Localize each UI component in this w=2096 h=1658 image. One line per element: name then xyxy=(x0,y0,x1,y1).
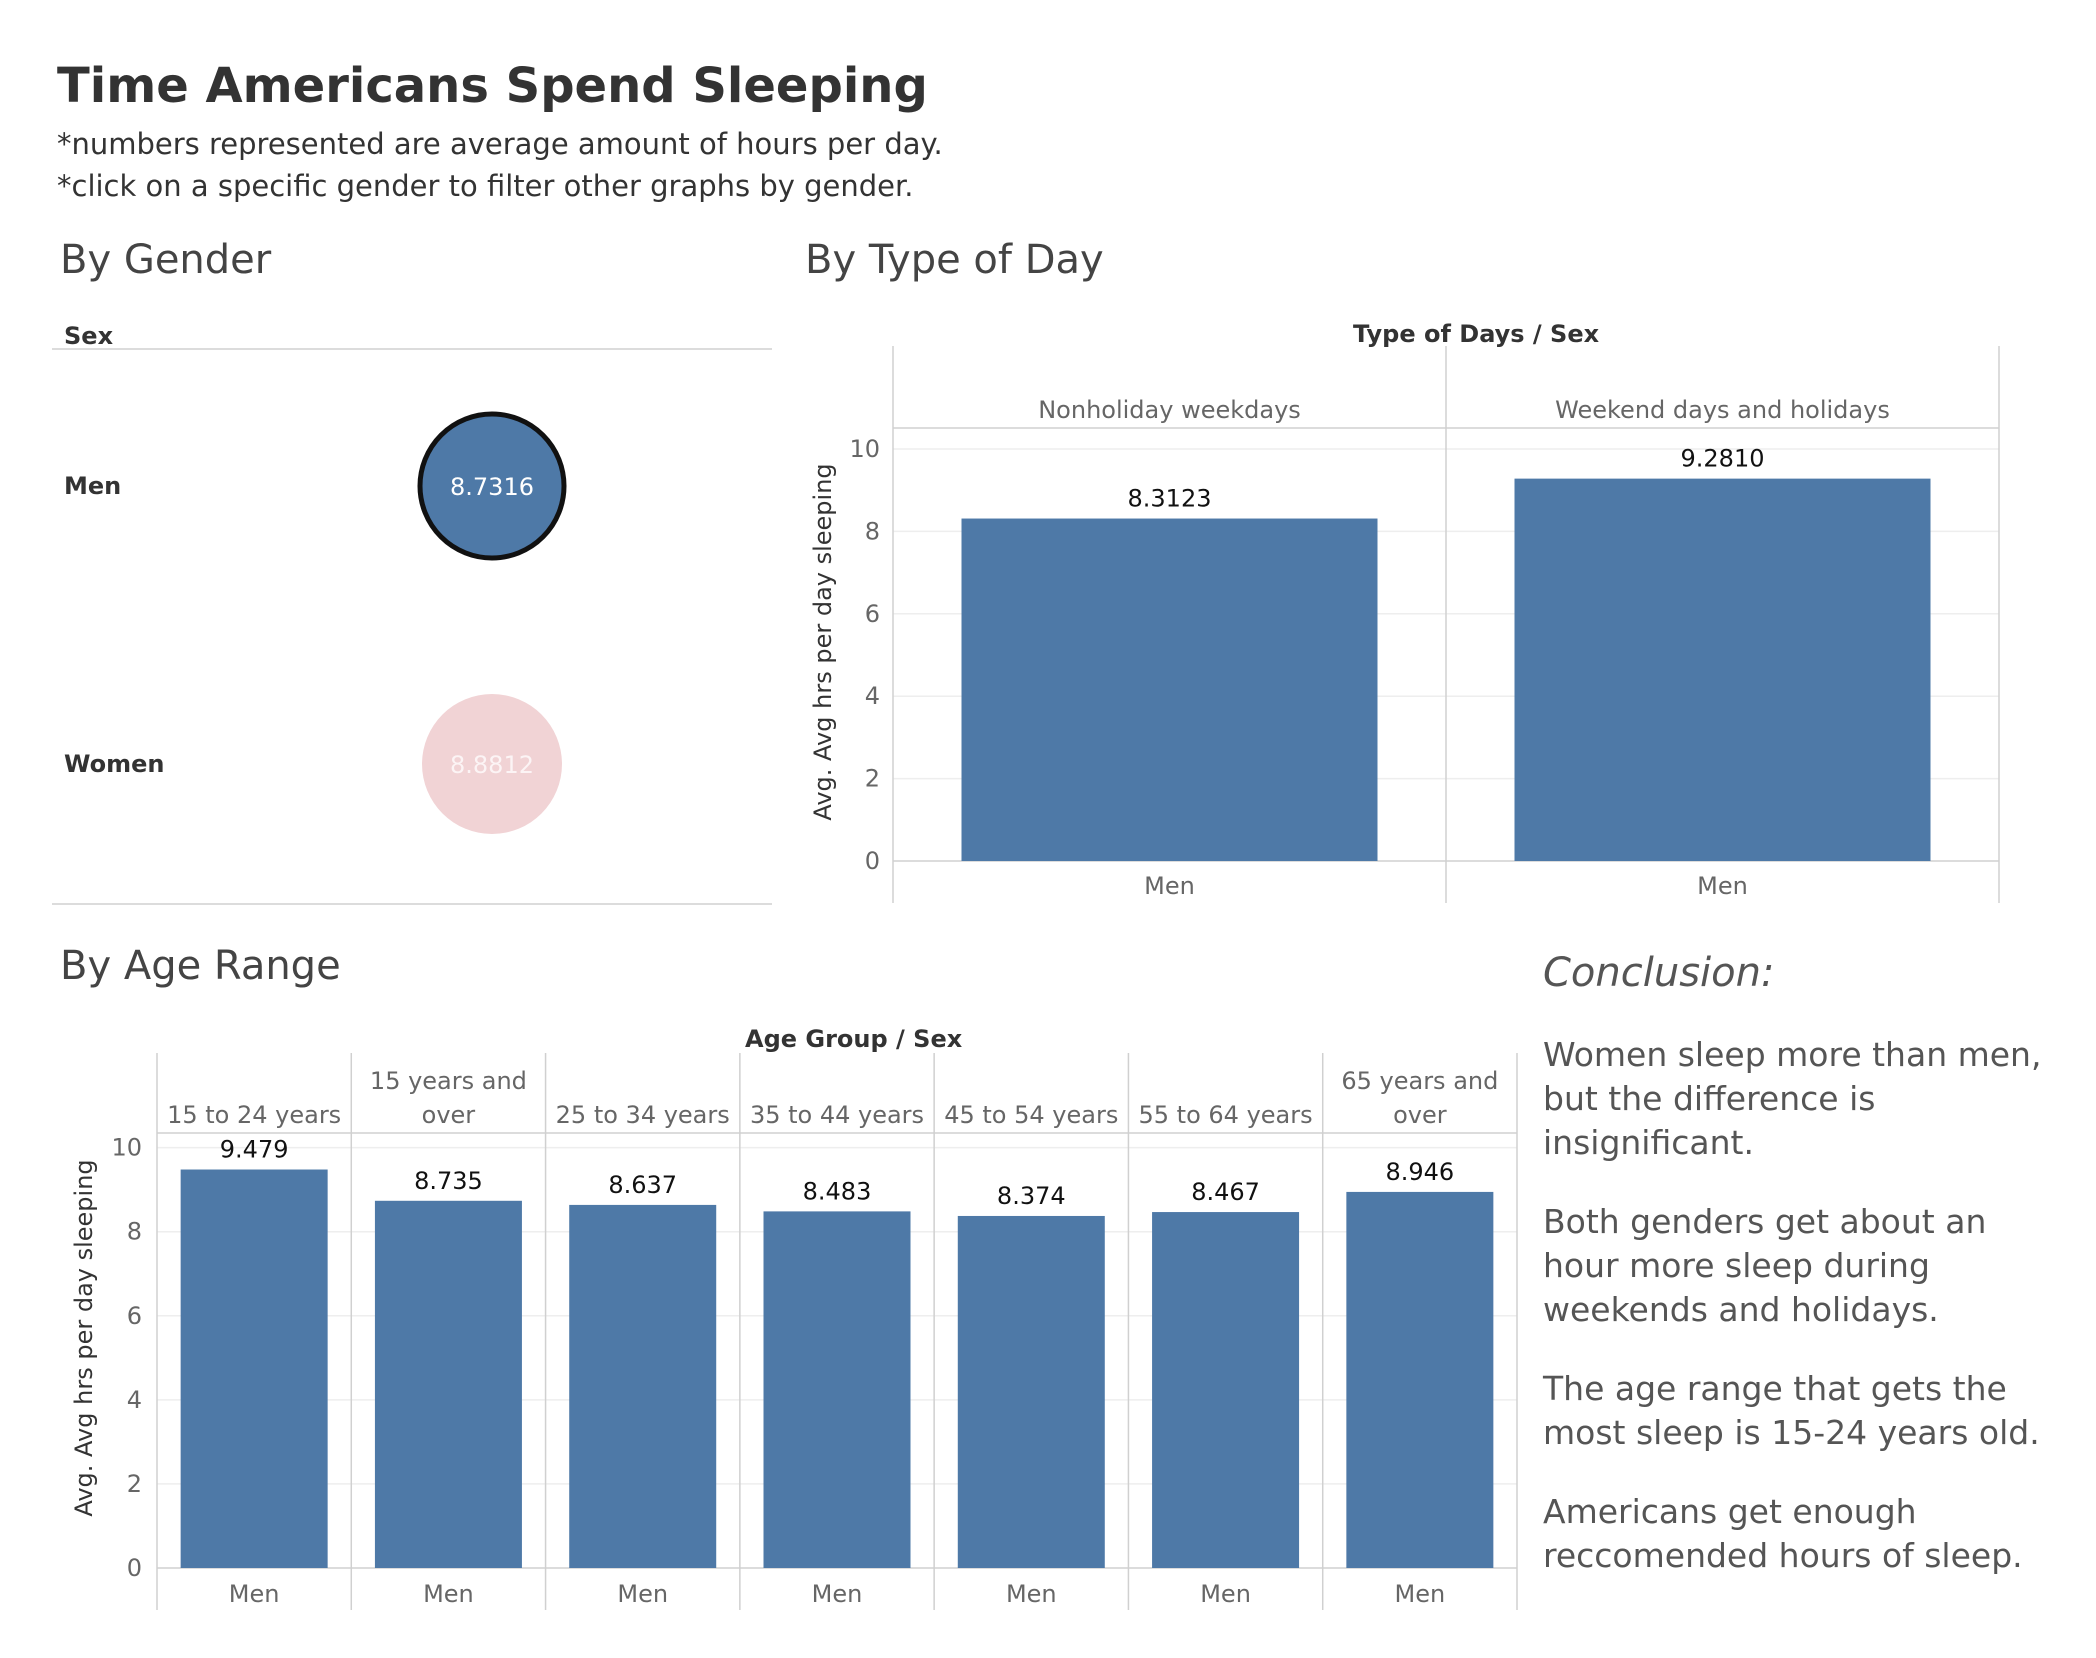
day-bar xyxy=(961,518,1378,861)
day-y-tick-label: 0 xyxy=(865,847,880,875)
age-bar xyxy=(569,1204,717,1568)
day-y-axis-label: Avg. Avg hrs per day sleeping xyxy=(809,463,837,820)
age-panel-label: 15 to 24 years xyxy=(167,1101,341,1129)
age-section-title: By Age Range xyxy=(60,943,341,989)
day-bar-value-label: 9.2810 xyxy=(1681,445,1765,473)
age-x-category-label: Men xyxy=(617,1580,668,1608)
age-panel-label: over xyxy=(1393,1101,1447,1129)
age-bar xyxy=(1152,1212,1300,1568)
conclusion-paragraph-2: Both genders get about an hour more slee… xyxy=(1543,1202,1987,1329)
age-x-category-label: Men xyxy=(423,1580,474,1608)
day-x-category-label: Men xyxy=(1697,872,1748,900)
page-title: Time Americans Spend Sleeping xyxy=(57,58,928,114)
age-bar xyxy=(180,1169,328,1568)
day-y-tick-label: 10 xyxy=(849,435,880,463)
gender-circle-men[interactable] xyxy=(417,411,567,561)
age-x-category-label: Men xyxy=(1006,1580,1057,1608)
age-bar-value-label: 8.946 xyxy=(1385,1158,1454,1186)
day-y-tick-label: 2 xyxy=(865,765,880,793)
age-bar xyxy=(1346,1191,1494,1568)
age-x-category-label: Men xyxy=(1395,1580,1446,1608)
conclusion-paragraph-4: Americans get enough reccomended hours o… xyxy=(1543,1492,2023,1575)
age-bar-value-label: 8.483 xyxy=(803,1177,872,1205)
gender-header: Sex xyxy=(64,322,114,350)
age-chart: 0 2 4 6 8 10 Avg. Avg hrs per day sleeping 15 t… xyxy=(70,1053,1518,1610)
age-panel-label: 65 years and xyxy=(1341,1067,1498,1095)
age-bar-value-label: 8.467 xyxy=(1191,1178,1260,1206)
age-y-tick-label: 2 xyxy=(127,1470,142,1498)
day-panel-label: Nonholiday weekdays xyxy=(1038,396,1301,424)
day-y-tick-label: 6 xyxy=(865,600,880,628)
age-bar-value-label: 9.479 xyxy=(220,1136,289,1164)
conclusion-paragraph-3: The age range that gets the most sleep i… xyxy=(1543,1369,2040,1452)
age-x-category-label: Men xyxy=(812,1580,863,1608)
day-y-tick-label: 4 xyxy=(865,682,880,710)
gender-chart: Men 8.7316 Women 8.8812 xyxy=(52,348,772,905)
age-panel-label: 35 to 44 years xyxy=(750,1101,924,1129)
gender-section-title: By Gender xyxy=(60,237,272,283)
subtitle-line-1: *numbers represented are average amount … xyxy=(57,127,943,161)
age-y-tick-label: 6 xyxy=(127,1302,142,1330)
day-x-category-label: Men xyxy=(1144,872,1195,900)
age-bar-value-label: 8.637 xyxy=(608,1171,677,1199)
age-x-category-label: Men xyxy=(229,1580,280,1608)
subtitle-line-2: *click on a specific gender to filter ot… xyxy=(57,169,914,203)
gender-row-label-women: Women xyxy=(64,750,164,778)
age-header: Age Group / Sex xyxy=(745,1025,963,1053)
age-panel-label: 55 to 64 years xyxy=(1139,1101,1313,1129)
age-y-tick-label: 10 xyxy=(111,1134,142,1162)
day-panel-label: Weekend days and holidays xyxy=(1555,396,1890,424)
age-y-tick-label: 4 xyxy=(127,1386,142,1414)
age-x-category-label: Men xyxy=(1200,1580,1251,1608)
age-y-tick-label: 0 xyxy=(127,1554,142,1582)
age-panel-label: 45 to 54 years xyxy=(944,1101,1118,1129)
day-y-tick-label: 8 xyxy=(865,517,880,545)
day-header: Type of Days / Sex xyxy=(1353,320,1600,348)
age-panel-label: 15 years and xyxy=(370,1067,527,1095)
age-y-tick-label: 8 xyxy=(127,1218,142,1246)
day-chart: 0 2 4 6 8 10 Avg. Avg hrs per day sleeping Nonh… xyxy=(809,346,2000,903)
gender-value-label-men: 8.7316 xyxy=(450,473,534,501)
age-bar xyxy=(957,1215,1105,1568)
age-bar-value-label: 8.374 xyxy=(997,1182,1066,1210)
age-panel-label: over xyxy=(422,1101,476,1129)
day-section-title: By Type of Day xyxy=(805,237,1104,283)
age-panel-label: 25 to 34 years xyxy=(556,1101,730,1129)
age-bar xyxy=(374,1200,522,1568)
conclusion-paragraph-1: Women sleep more than men, but the diffe… xyxy=(1543,1035,2042,1162)
gender-value-label-women: 8.8812 xyxy=(450,751,534,779)
conclusion-heading: Conclusion: xyxy=(1543,950,1775,996)
gender-circle-women[interactable] xyxy=(422,694,562,834)
day-bar xyxy=(1514,478,1931,861)
gender-row-label-men: Men xyxy=(64,472,121,500)
age-y-axis-label: Avg. Avg hrs per day sleeping xyxy=(70,1159,98,1516)
age-bar-value-label: 8.735 xyxy=(414,1167,483,1195)
age-bar xyxy=(763,1211,911,1568)
day-bar-value-label: 8.3123 xyxy=(1128,485,1212,513)
